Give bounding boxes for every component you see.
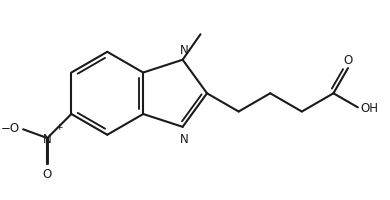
Text: +: + xyxy=(55,122,62,131)
Text: O: O xyxy=(43,167,52,180)
Text: N: N xyxy=(43,132,52,145)
Text: OH: OH xyxy=(360,101,378,114)
Text: −O: −O xyxy=(1,121,20,134)
Text: N: N xyxy=(180,43,189,56)
Text: N: N xyxy=(180,132,189,145)
Text: O: O xyxy=(343,53,353,66)
